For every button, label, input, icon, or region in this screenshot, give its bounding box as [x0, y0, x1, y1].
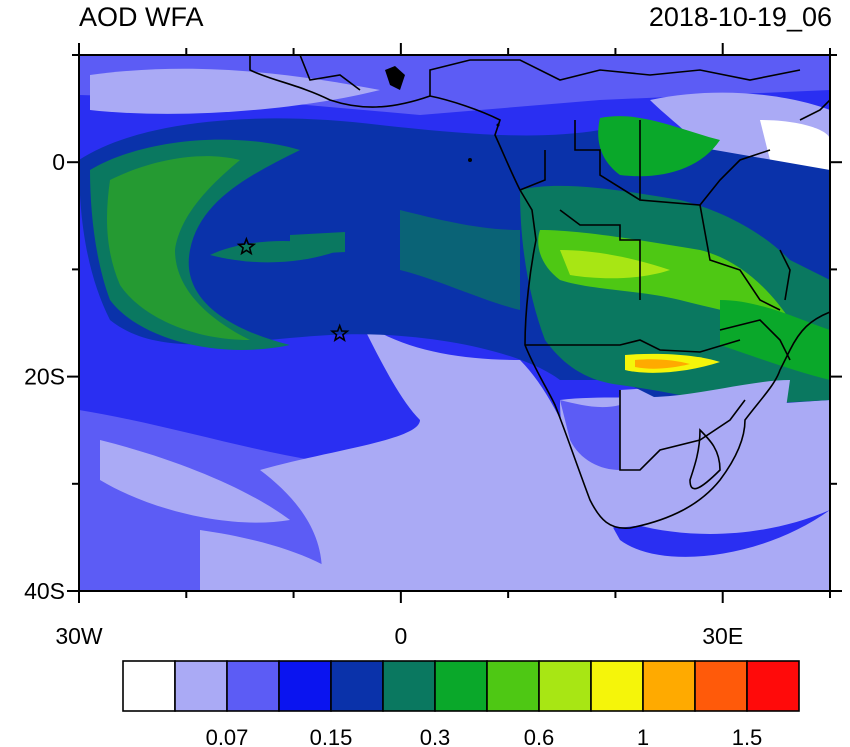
y-tick-label: 20S: [24, 364, 65, 390]
y-tick-label: 40S: [24, 578, 65, 604]
colorbar-swatch: [382, 660, 436, 712]
colorbar-swatch: [642, 660, 696, 712]
colorbar-label: 0.3: [420, 725, 451, 747]
x-tick-label: 30W: [55, 623, 103, 649]
station-star-icon: [329, 323, 350, 343]
colorbar-swatch: [174, 660, 228, 712]
axis-ticks: [67, 43, 842, 603]
colorbar: 0.07 0.15 0.3 0.6 1 1.5: [122, 660, 800, 747]
axis-tick-labels: 30W 0 30E 0 20S 40S: [24, 149, 743, 649]
colorbar-swatch: [694, 660, 748, 712]
x-tick-label: 0: [394, 623, 407, 649]
colorbar-swatch: [590, 660, 644, 712]
colorbar-swatch: [538, 660, 592, 712]
colorbar-label: 0.6: [524, 725, 555, 747]
colorbar-label: 1.5: [732, 725, 763, 747]
map-frame: [78, 54, 831, 592]
map-title: AOD WFA: [79, 2, 204, 32]
station-markers: [236, 236, 350, 343]
colorbar-label: 0.07: [206, 725, 249, 747]
station-star-icon: [236, 236, 257, 256]
y-tick-label: 0: [52, 149, 65, 175]
colorbar-swatch: [226, 660, 280, 712]
coastlines: [249, 55, 830, 529]
colorbar-swatch: [746, 660, 800, 712]
colorbar-swatch: [330, 660, 384, 712]
colorbar-label: 1: [637, 725, 649, 747]
aod-field: [79, 55, 830, 591]
colorbar-swatch: [122, 660, 176, 712]
colorbar-swatch: [486, 660, 540, 712]
x-tick-label: 30E: [702, 623, 743, 649]
map-date: 2018-10-19_06: [648, 2, 832, 32]
colorbar-swatch: [278, 660, 332, 712]
colorbar-swatch: [434, 660, 488, 712]
colorbar-label: 0.15: [310, 725, 353, 747]
